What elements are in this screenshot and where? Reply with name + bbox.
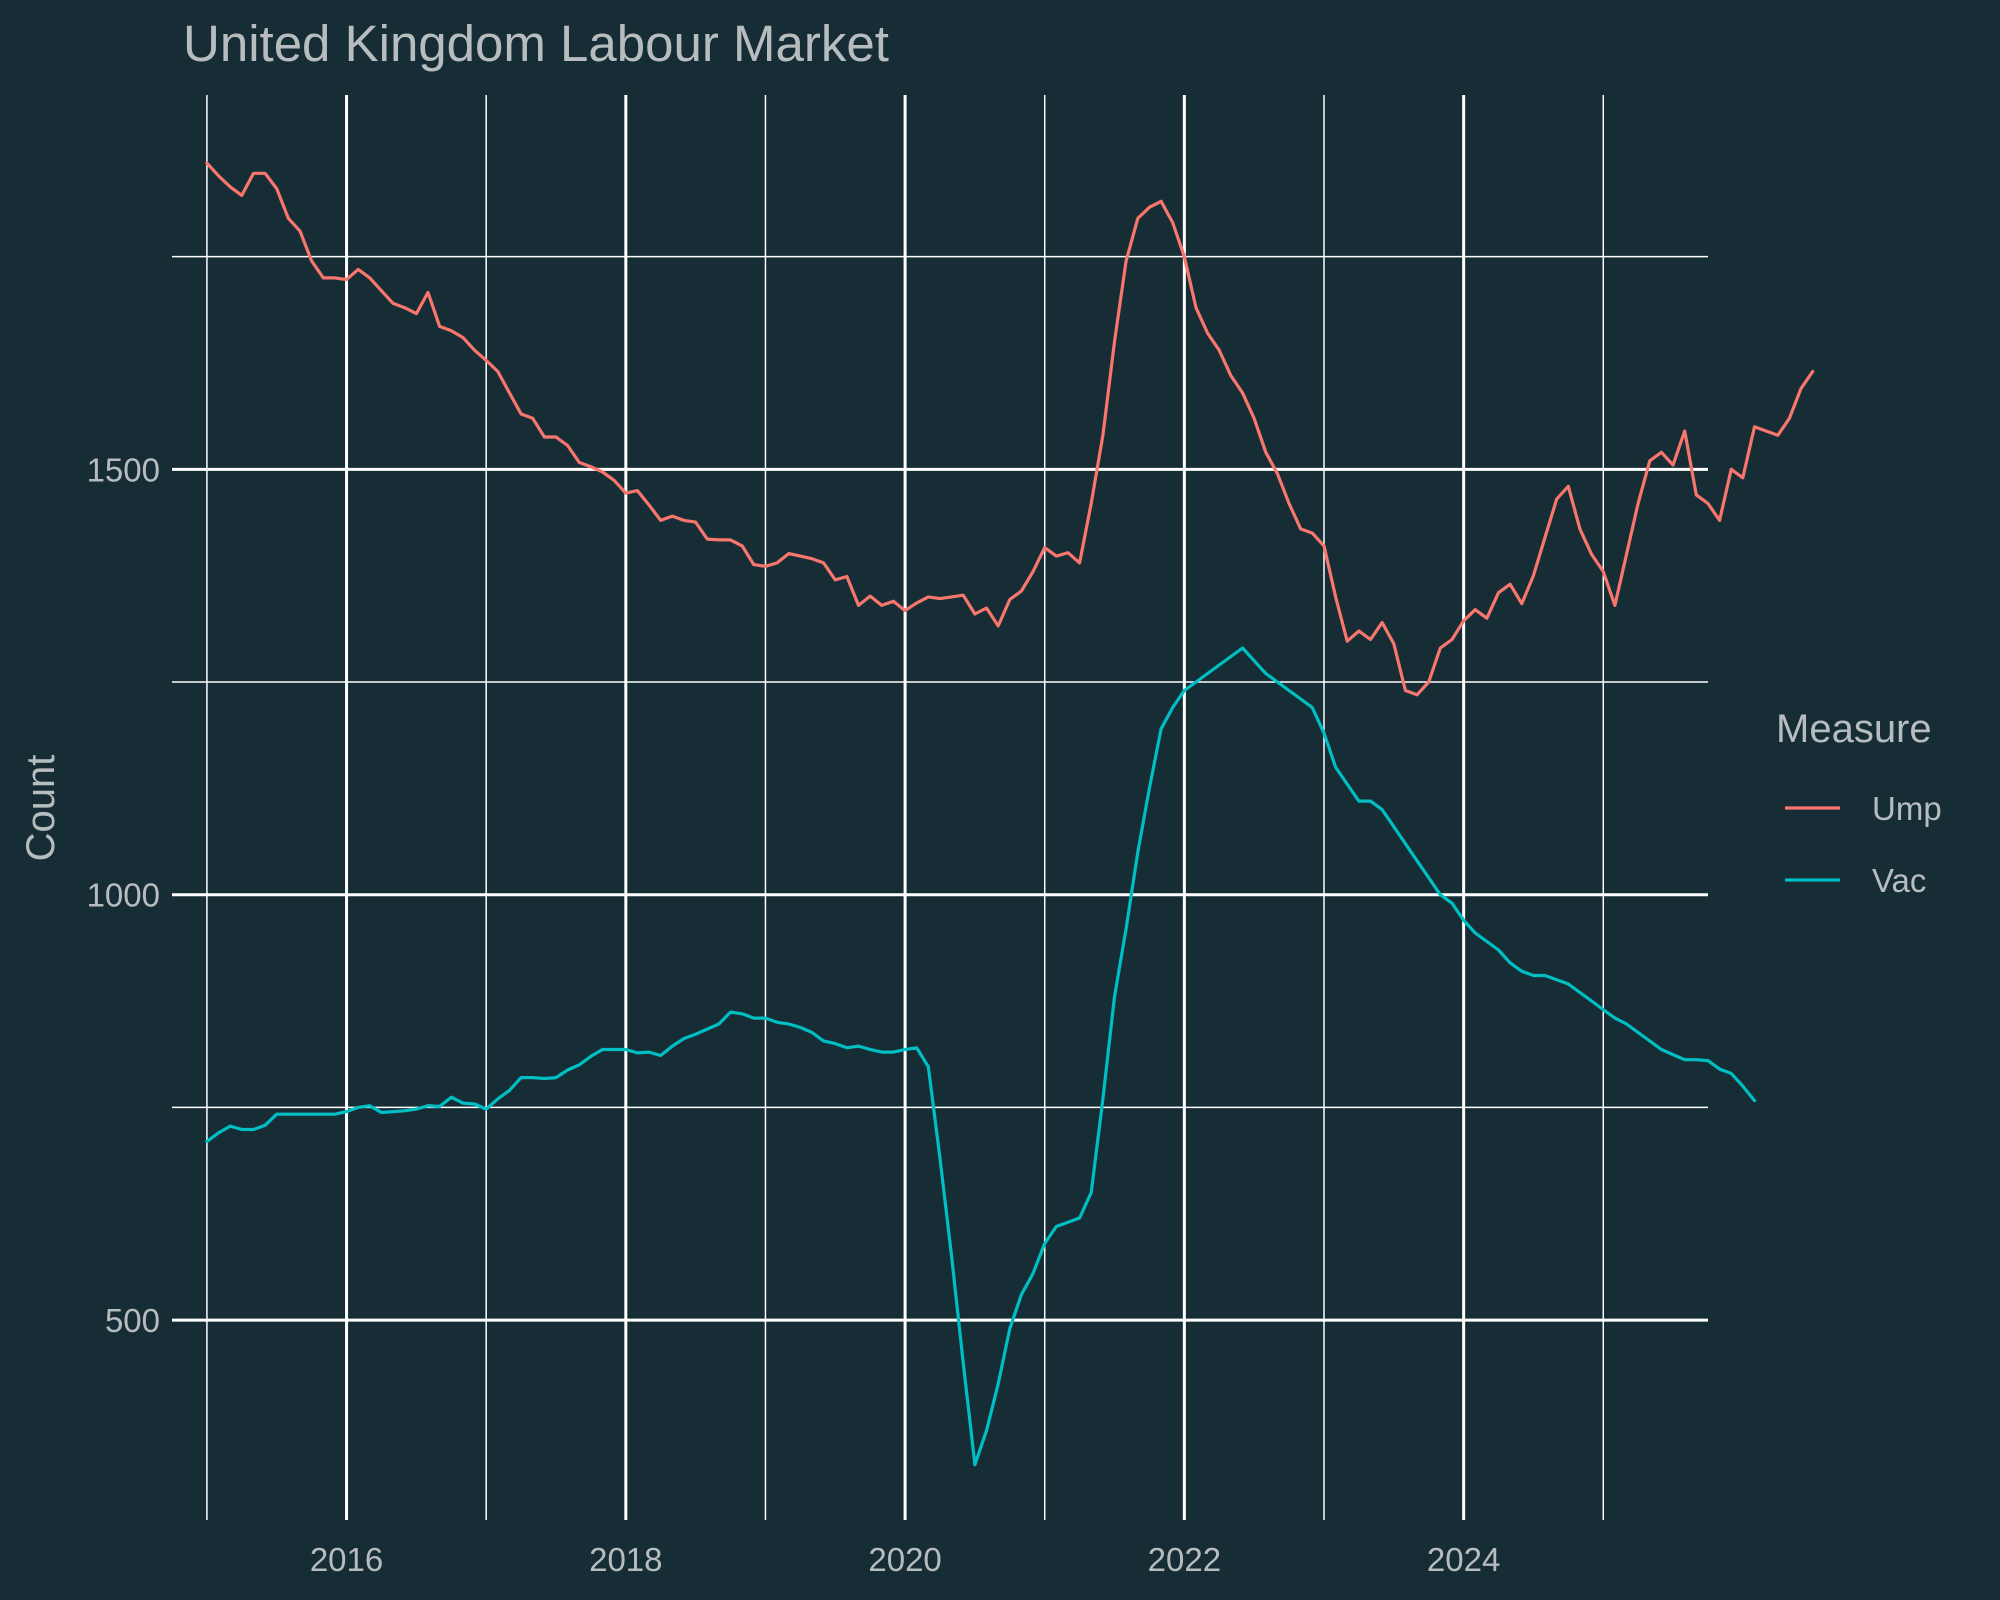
series-line-vac: [205, 646, 1757, 1467]
x-tick-label: 2020: [868, 1541, 941, 1578]
y-tick-label: 1500: [87, 451, 160, 488]
grid: [172, 95, 1708, 1520]
legend-label-vac: Vac: [1872, 862, 1926, 899]
legend-items: Ump Vac: [1785, 790, 1942, 899]
y-tick-label: 500: [105, 1302, 160, 1339]
legend-title: Measure: [1776, 707, 1932, 751]
y-tick-label: 1000: [87, 877, 160, 914]
chart-title: United Kingdom Labour Market: [183, 15, 889, 72]
legend-label-ump: Ump: [1872, 790, 1942, 827]
series-lines: [205, 161, 1815, 1467]
tick-labels: 2016 2018 2020 2022 2024 500 1000 1500: [87, 451, 1501, 1578]
x-tick-label: 2024: [1427, 1541, 1500, 1578]
y-axis-title: Count: [19, 755, 63, 862]
series-line-ump: [205, 161, 1815, 697]
x-tick-label: 2018: [589, 1541, 662, 1578]
x-tick-label: 2016: [310, 1541, 383, 1578]
x-tick-label: 2022: [1148, 1541, 1221, 1578]
legend: Measure Ump Vac: [1776, 707, 1942, 899]
